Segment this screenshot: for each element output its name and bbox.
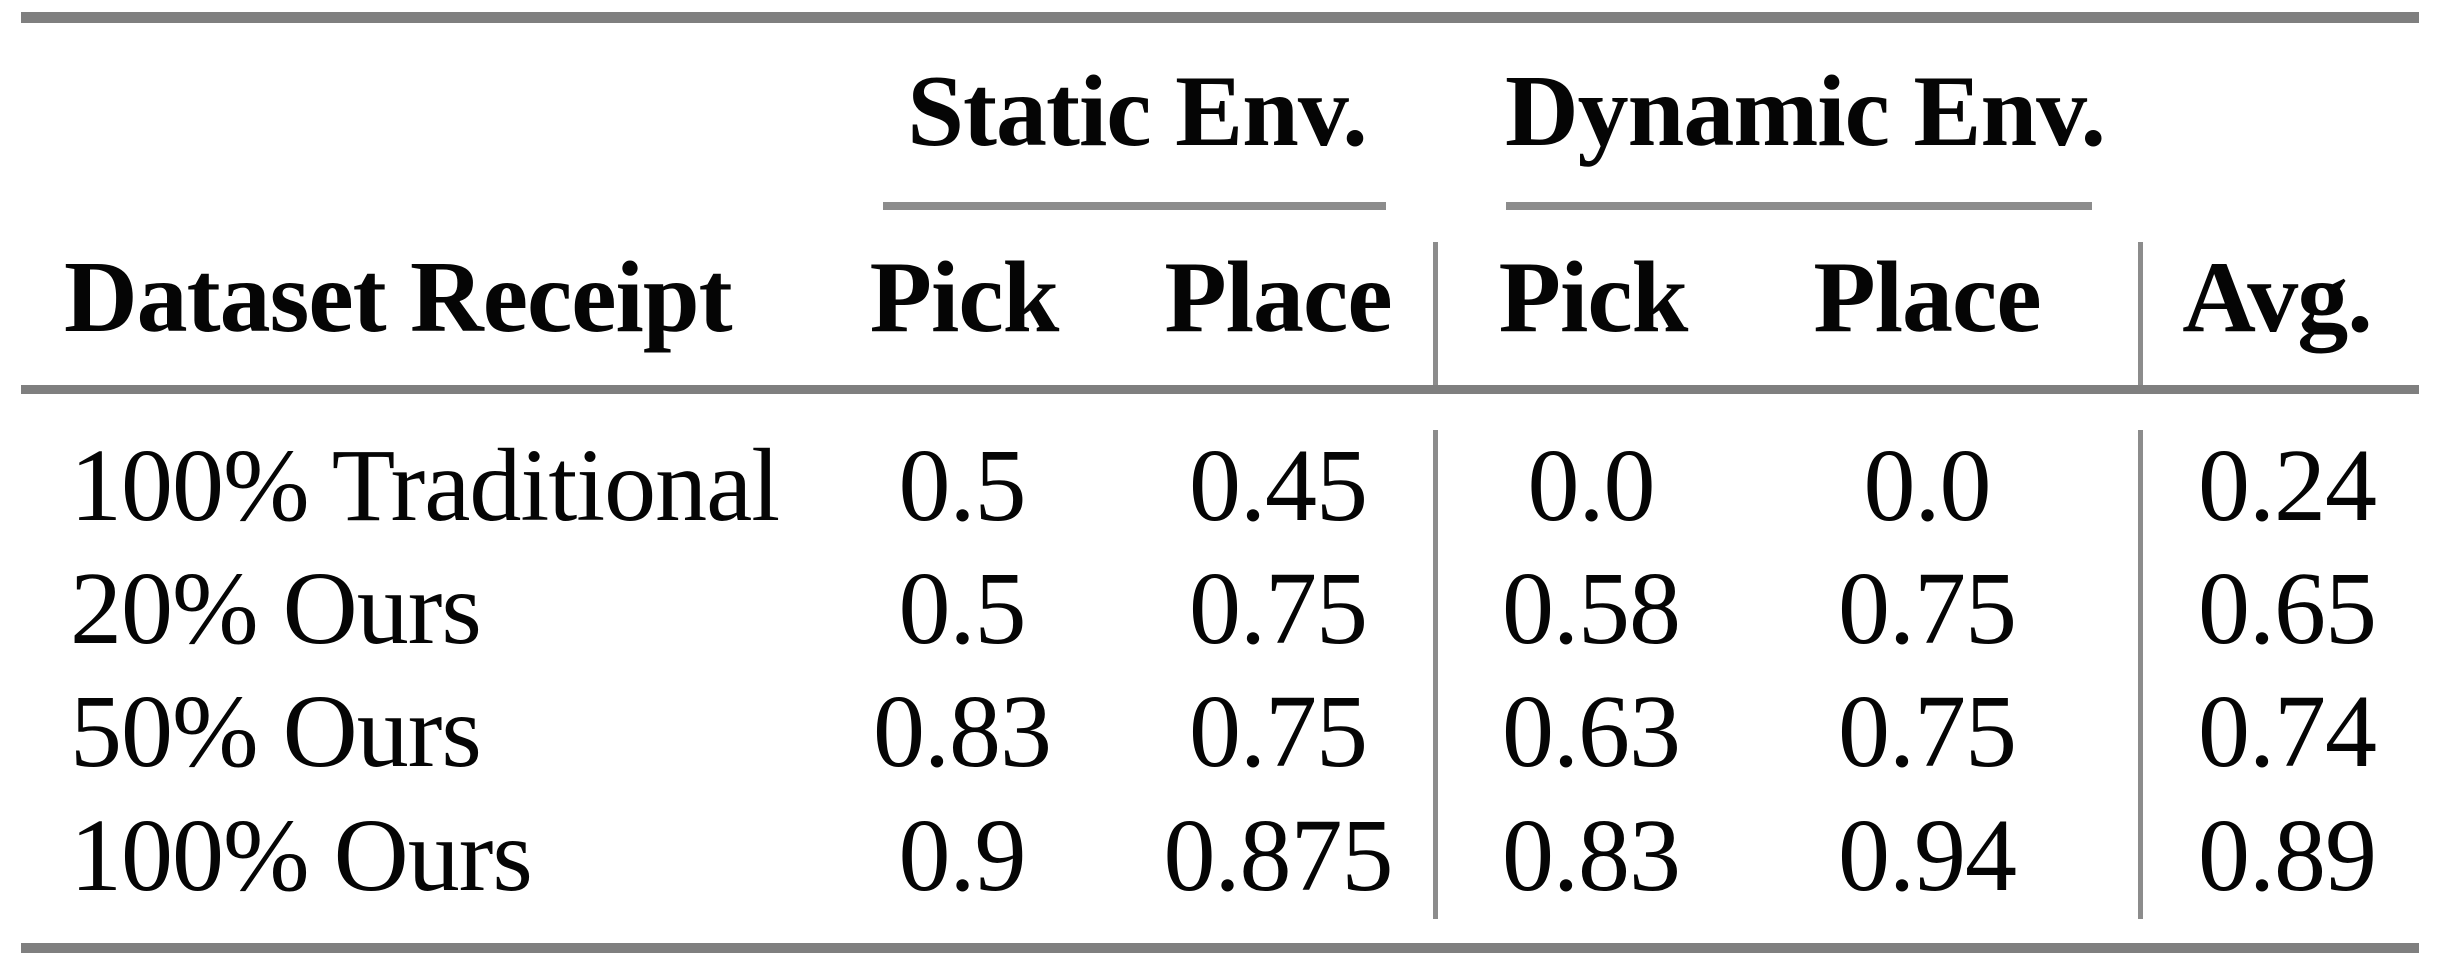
cell-avg: 0.89 bbox=[2198, 798, 2377, 913]
vrule-static-dynamic-header bbox=[1433, 242, 1438, 385]
header-row-label: Dataset Receipt bbox=[64, 241, 733, 354]
header-dynamic-pick: Pick bbox=[1498, 241, 1689, 354]
cell-static-place: 0.45 bbox=[1189, 428, 1368, 543]
vrule-static-dynamic-body bbox=[1433, 430, 1438, 919]
header-mid-rule bbox=[21, 385, 2419, 394]
cell-dynamic-pick: 0.83 bbox=[1502, 798, 1681, 913]
row-label: 50% Ours bbox=[70, 674, 482, 789]
cell-dynamic-pick: 0.0 bbox=[1527, 428, 1656, 543]
vrule-dynamic-avg-body bbox=[2138, 430, 2143, 919]
cell-static-pick: 0.9 bbox=[898, 798, 1027, 913]
row-label: 100% Traditional bbox=[70, 428, 780, 543]
cell-dynamic-place: 0.0 bbox=[1863, 428, 1992, 543]
spanner-static-env: Static Env. bbox=[907, 55, 1367, 168]
row-label: 20% Ours bbox=[70, 551, 482, 666]
cell-dynamic-pick: 0.63 bbox=[1502, 674, 1681, 789]
cell-dynamic-place: 0.94 bbox=[1838, 798, 2017, 913]
cell-dynamic-pick: 0.58 bbox=[1502, 551, 1681, 666]
cell-dynamic-place: 0.75 bbox=[1838, 674, 2017, 789]
header-static-pick: Pick bbox=[869, 241, 1060, 354]
cell-static-place: 0.875 bbox=[1163, 798, 1394, 913]
cell-avg: 0.24 bbox=[2198, 428, 2377, 543]
vrule-dynamic-avg-header bbox=[2138, 242, 2143, 385]
cell-static-pick: 0.5 bbox=[898, 551, 1027, 666]
cell-static-place: 0.75 bbox=[1189, 551, 1368, 666]
bottom-rule bbox=[21, 943, 2419, 953]
cmidrule-dynamic bbox=[1506, 202, 2092, 210]
header-dynamic-place: Place bbox=[1813, 241, 2041, 354]
header-avg: Avg. bbox=[2182, 241, 2373, 354]
cell-static-place: 0.75 bbox=[1189, 674, 1368, 789]
top-rule bbox=[21, 12, 2419, 23]
cell-dynamic-place: 0.75 bbox=[1838, 551, 2017, 666]
cmidrule-static bbox=[883, 202, 1386, 210]
spanner-dynamic-env: Dynamic Env. bbox=[1504, 55, 2106, 168]
row-label: 100% Ours bbox=[70, 798, 533, 913]
cell-avg: 0.74 bbox=[2198, 674, 2377, 789]
header-static-place: Place bbox=[1164, 241, 1392, 354]
cell-static-pick: 0.83 bbox=[873, 674, 1052, 789]
cell-avg: 0.65 bbox=[2198, 551, 2377, 666]
cell-static-pick: 0.5 bbox=[898, 428, 1027, 543]
